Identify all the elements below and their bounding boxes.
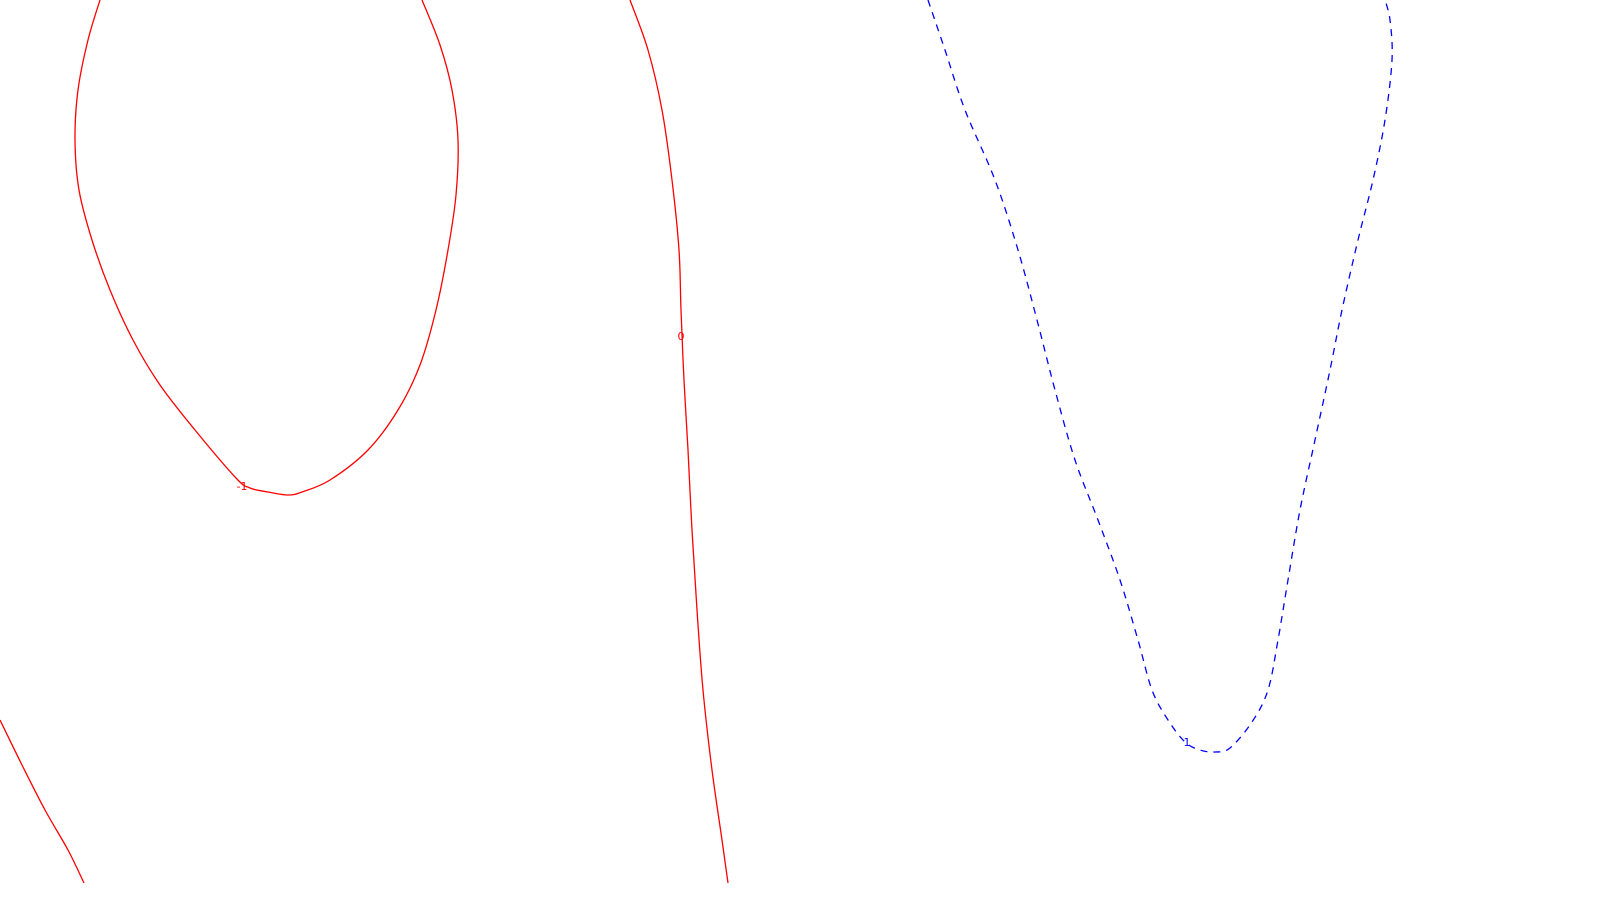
contour-line-level-0-1	[629, 0, 729, 884]
contour-line-level-0-2	[0, 719, 85, 884]
contour-line-level-1-3	[927, 0, 1393, 753]
contour-lines	[0, 0, 1393, 884]
contour-line-level-neg1-0	[74, 0, 459, 496]
contour-labels: -1 0 1	[237, 330, 1191, 749]
contour-label-1: 0	[678, 330, 685, 343]
contour-label-2: 1	[1184, 736, 1191, 749]
contour-label-0: -1	[237, 480, 248, 493]
